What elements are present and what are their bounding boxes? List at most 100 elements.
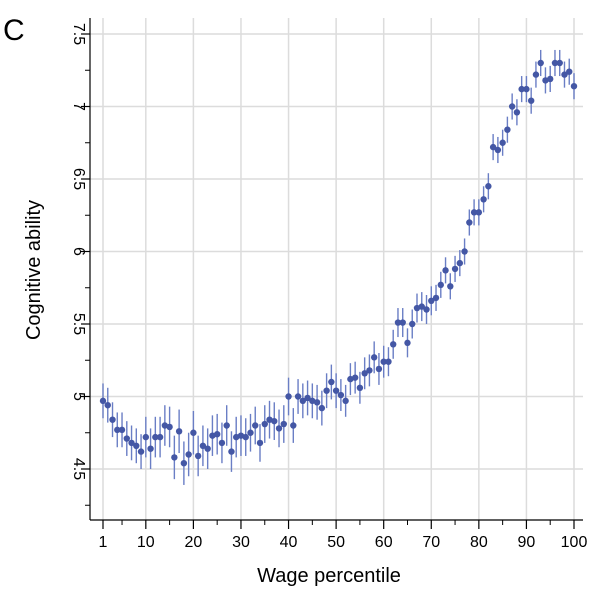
data-point	[480, 196, 487, 203]
data-point	[385, 358, 392, 365]
data-point	[194, 452, 202, 460]
data-point	[318, 404, 326, 412]
data-point	[190, 429, 197, 436]
data-point	[442, 267, 449, 274]
x-tick-label: 20	[184, 534, 202, 551]
x-tick-label: 80	[470, 534, 488, 551]
x-axis-title: Wage percentile	[257, 565, 401, 587]
data-point	[99, 397, 107, 405]
data-point	[547, 75, 554, 83]
data-point	[123, 435, 130, 442]
data-point	[447, 283, 454, 290]
data-point	[390, 341, 397, 348]
y-tick-label: 6	[70, 247, 87, 256]
data-point	[356, 384, 364, 391]
data-point	[323, 387, 330, 394]
data-point	[114, 426, 121, 434]
data-point	[366, 367, 373, 374]
data-point	[133, 442, 140, 449]
data-point	[290, 422, 297, 429]
data-point	[494, 146, 502, 154]
x-tick-label: 1	[99, 534, 108, 551]
axes: 4.5 5 5.5 6 6.5 7 7.5 1 10 20 30 40 50 60 70 80 90 100	[70, 18, 587, 551]
data-point	[342, 397, 349, 405]
data-point	[437, 281, 444, 289]
data-point	[271, 417, 278, 425]
data-point	[137, 448, 145, 455]
data-point	[304, 394, 311, 402]
data-point	[204, 445, 211, 452]
x-tick-label: 30	[232, 534, 250, 551]
data-point	[351, 374, 359, 381]
data-point	[328, 378, 335, 386]
error-bars	[102, 49, 575, 485]
data-point	[285, 393, 292, 400]
data-point	[213, 431, 221, 438]
data-point	[551, 59, 559, 67]
data-point	[527, 97, 535, 104]
data-point	[570, 83, 578, 90]
data-point	[451, 265, 459, 273]
x-tick-label: 90	[518, 534, 536, 551]
data-point	[485, 183, 492, 190]
y-tick-label: 5.5	[70, 313, 87, 335]
x-tick-label: 10	[137, 534, 155, 551]
data-point	[566, 68, 573, 75]
data-point	[456, 259, 464, 267]
data-point	[470, 209, 478, 216]
data-point	[261, 420, 268, 428]
data-point	[294, 393, 302, 400]
data-point	[513, 109, 521, 116]
data-point	[171, 454, 178, 461]
data-point	[561, 71, 568, 78]
data-point	[466, 219, 473, 226]
data-point	[380, 358, 387, 365]
data-point	[199, 442, 207, 449]
x-tick-label: 100	[561, 534, 588, 551]
data-point	[218, 439, 226, 447]
data-point	[432, 294, 440, 302]
data-point	[256, 439, 264, 447]
data-point	[556, 59, 563, 67]
data-point	[228, 448, 235, 455]
data-point	[166, 423, 173, 431]
data-point	[399, 319, 406, 326]
data-point	[409, 320, 416, 328]
data-point	[185, 451, 192, 458]
x-tick-label: 50	[327, 534, 345, 551]
y-tick-label: 5	[70, 392, 87, 401]
x-tick-label: 60	[375, 534, 393, 551]
data-point	[247, 429, 254, 436]
data-point	[104, 402, 111, 409]
y-axis-title: Cognitive ability	[23, 200, 45, 340]
data-point	[504, 126, 511, 133]
y-tick-label: 6.5	[70, 168, 87, 190]
data-point	[152, 433, 159, 441]
data-point	[275, 425, 283, 432]
data-point	[423, 306, 430, 313]
data-point	[332, 387, 340, 394]
data-point	[280, 420, 287, 428]
data-point	[375, 365, 383, 373]
data-point	[532, 71, 540, 78]
data-point	[461, 248, 468, 255]
data-points	[99, 59, 578, 467]
y-tick-label: 7	[70, 102, 87, 111]
data-point	[118, 426, 126, 434]
data-point	[147, 445, 154, 452]
data-point	[361, 370, 368, 377]
data-point	[109, 416, 116, 423]
data-point	[180, 460, 188, 467]
panel-label: C	[3, 14, 25, 47]
data-point	[337, 391, 345, 399]
data-point	[508, 103, 516, 110]
data-point	[223, 422, 230, 429]
data-point	[394, 319, 402, 326]
data-point	[418, 303, 425, 310]
x-tick-label: 40	[280, 534, 298, 551]
data-point	[475, 209, 483, 216]
data-point	[242, 433, 249, 441]
data-point	[404, 339, 411, 347]
data-point	[128, 439, 135, 447]
